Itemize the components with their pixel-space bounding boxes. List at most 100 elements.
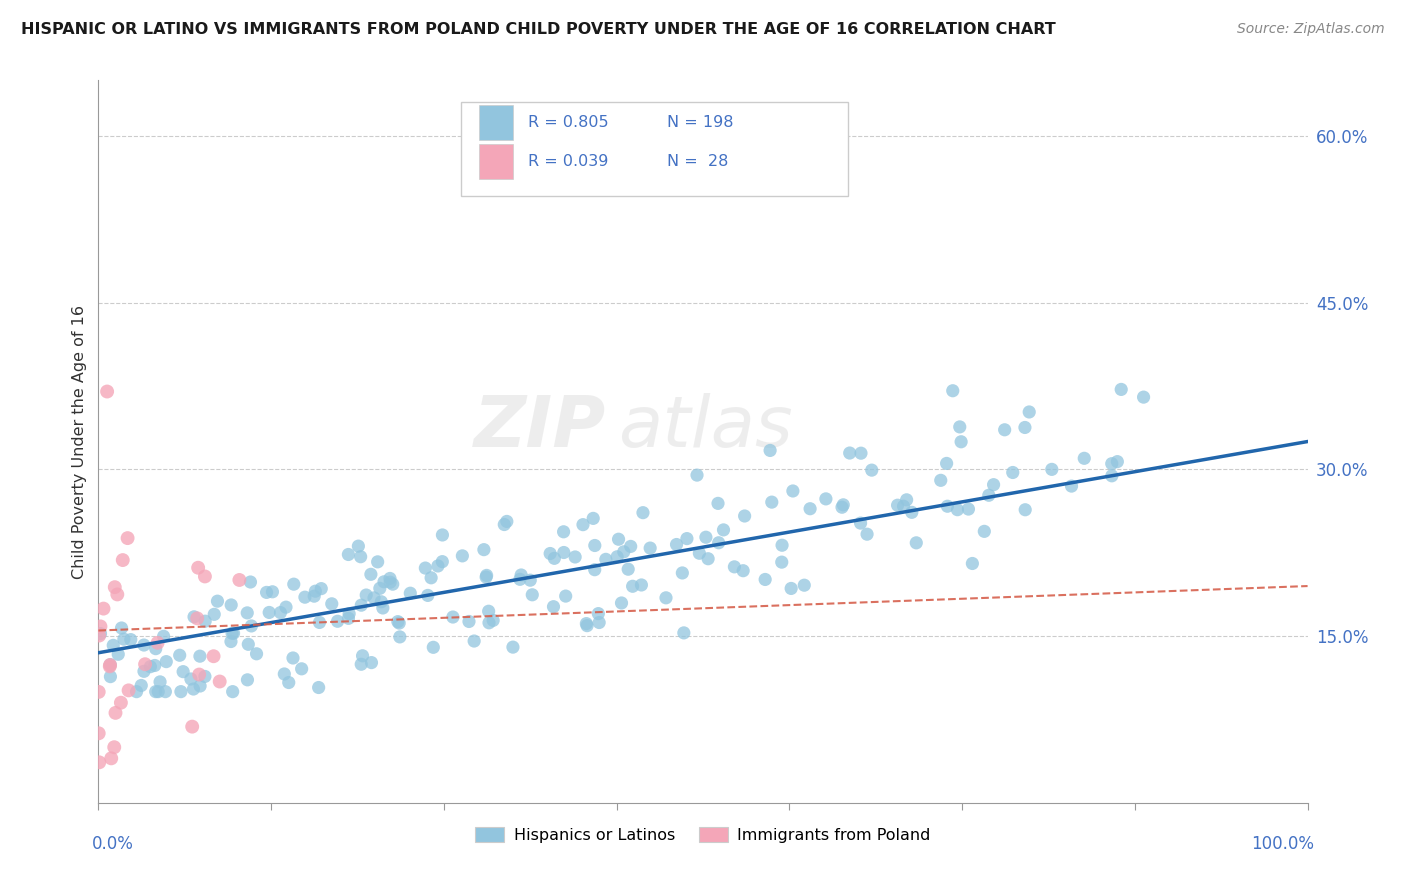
Point — [458, 615, 481, 629]
Point — [256, 585, 278, 599]
Text: 0.0%: 0.0% — [93, 835, 134, 854]
Point — [621, 579, 644, 593]
Point — [1101, 457, 1123, 471]
Point — [475, 570, 498, 584]
Point — [631, 506, 654, 520]
Point — [378, 571, 401, 585]
Point — [337, 611, 360, 625]
Point — [849, 446, 872, 460]
Y-axis label: Child Poverty Under the Age of 16: Child Poverty Under the Age of 16 — [72, 304, 87, 579]
Point — [759, 443, 782, 458]
Point — [553, 545, 575, 559]
Point — [117, 531, 139, 545]
Point — [98, 657, 121, 672]
Point — [187, 560, 209, 574]
Point — [946, 502, 969, 516]
Point — [734, 508, 756, 523]
Point — [202, 607, 225, 622]
Point — [977, 488, 1000, 502]
Point — [117, 683, 139, 698]
Point — [132, 665, 155, 679]
Point — [104, 580, 127, 594]
Point — [655, 591, 678, 605]
Point — [502, 640, 524, 654]
Point — [620, 540, 643, 554]
Point — [96, 384, 118, 399]
Point — [426, 558, 449, 573]
Text: HISPANIC OR LATINO VS IMMIGRANTS FROM POLAND CHILD POVERTY UNDER THE AGE OF 16 C: HISPANIC OR LATINO VS IMMIGRANTS FROM PO… — [21, 22, 1056, 37]
Point — [519, 573, 541, 587]
Point — [886, 498, 908, 512]
Point — [610, 596, 633, 610]
Point — [183, 610, 205, 624]
Point — [273, 667, 295, 681]
Point — [245, 647, 267, 661]
Point — [478, 615, 501, 630]
Point — [478, 604, 501, 618]
Point — [181, 720, 204, 734]
Point — [1132, 390, 1154, 404]
Point — [1109, 383, 1132, 397]
Point — [962, 557, 984, 571]
Point — [671, 566, 693, 580]
Point — [832, 498, 855, 512]
Text: 100.0%: 100.0% — [1250, 835, 1313, 854]
Point — [145, 641, 167, 656]
Point — [799, 501, 821, 516]
Text: Source: ZipAtlas.com: Source: ZipAtlas.com — [1237, 22, 1385, 37]
Point — [100, 751, 122, 765]
Point — [380, 575, 402, 590]
FancyBboxPatch shape — [479, 105, 513, 139]
Point — [145, 684, 167, 698]
Point — [770, 538, 793, 552]
Point — [186, 611, 208, 625]
Point — [89, 619, 111, 633]
Point — [281, 651, 304, 665]
Point — [617, 562, 640, 576]
Point — [441, 610, 464, 624]
Point — [588, 607, 610, 621]
Point — [564, 549, 586, 564]
Point — [482, 613, 505, 627]
Point — [367, 555, 389, 569]
Point — [125, 684, 148, 698]
Point — [363, 591, 385, 605]
Point — [337, 607, 360, 621]
Point — [583, 563, 606, 577]
Point — [149, 674, 172, 689]
Point — [780, 582, 803, 596]
Point — [554, 589, 576, 603]
Point — [770, 555, 793, 569]
Point — [120, 632, 142, 647]
Point — [1073, 451, 1095, 466]
Point — [676, 532, 699, 546]
Point — [707, 496, 730, 510]
Point — [793, 578, 815, 592]
Point — [733, 564, 755, 578]
Point — [100, 670, 122, 684]
Point — [575, 616, 598, 631]
Point — [98, 658, 121, 673]
Point — [588, 615, 610, 630]
Point — [1001, 466, 1024, 480]
Point — [105, 587, 128, 601]
Point — [283, 577, 305, 591]
Point — [110, 696, 132, 710]
Point — [89, 626, 111, 640]
Point — [194, 614, 217, 628]
Point — [1060, 479, 1083, 493]
Point — [93, 601, 115, 615]
Point — [188, 679, 211, 693]
Text: R = 0.039: R = 0.039 — [527, 153, 607, 169]
Point — [326, 614, 349, 628]
Point — [583, 539, 606, 553]
Point — [1040, 462, 1063, 476]
Point — [856, 527, 879, 541]
Point — [572, 517, 595, 532]
Point — [1014, 420, 1036, 434]
Point — [509, 572, 531, 586]
Point — [994, 423, 1017, 437]
Point — [688, 546, 710, 560]
Point — [695, 530, 717, 544]
Point — [269, 606, 291, 620]
